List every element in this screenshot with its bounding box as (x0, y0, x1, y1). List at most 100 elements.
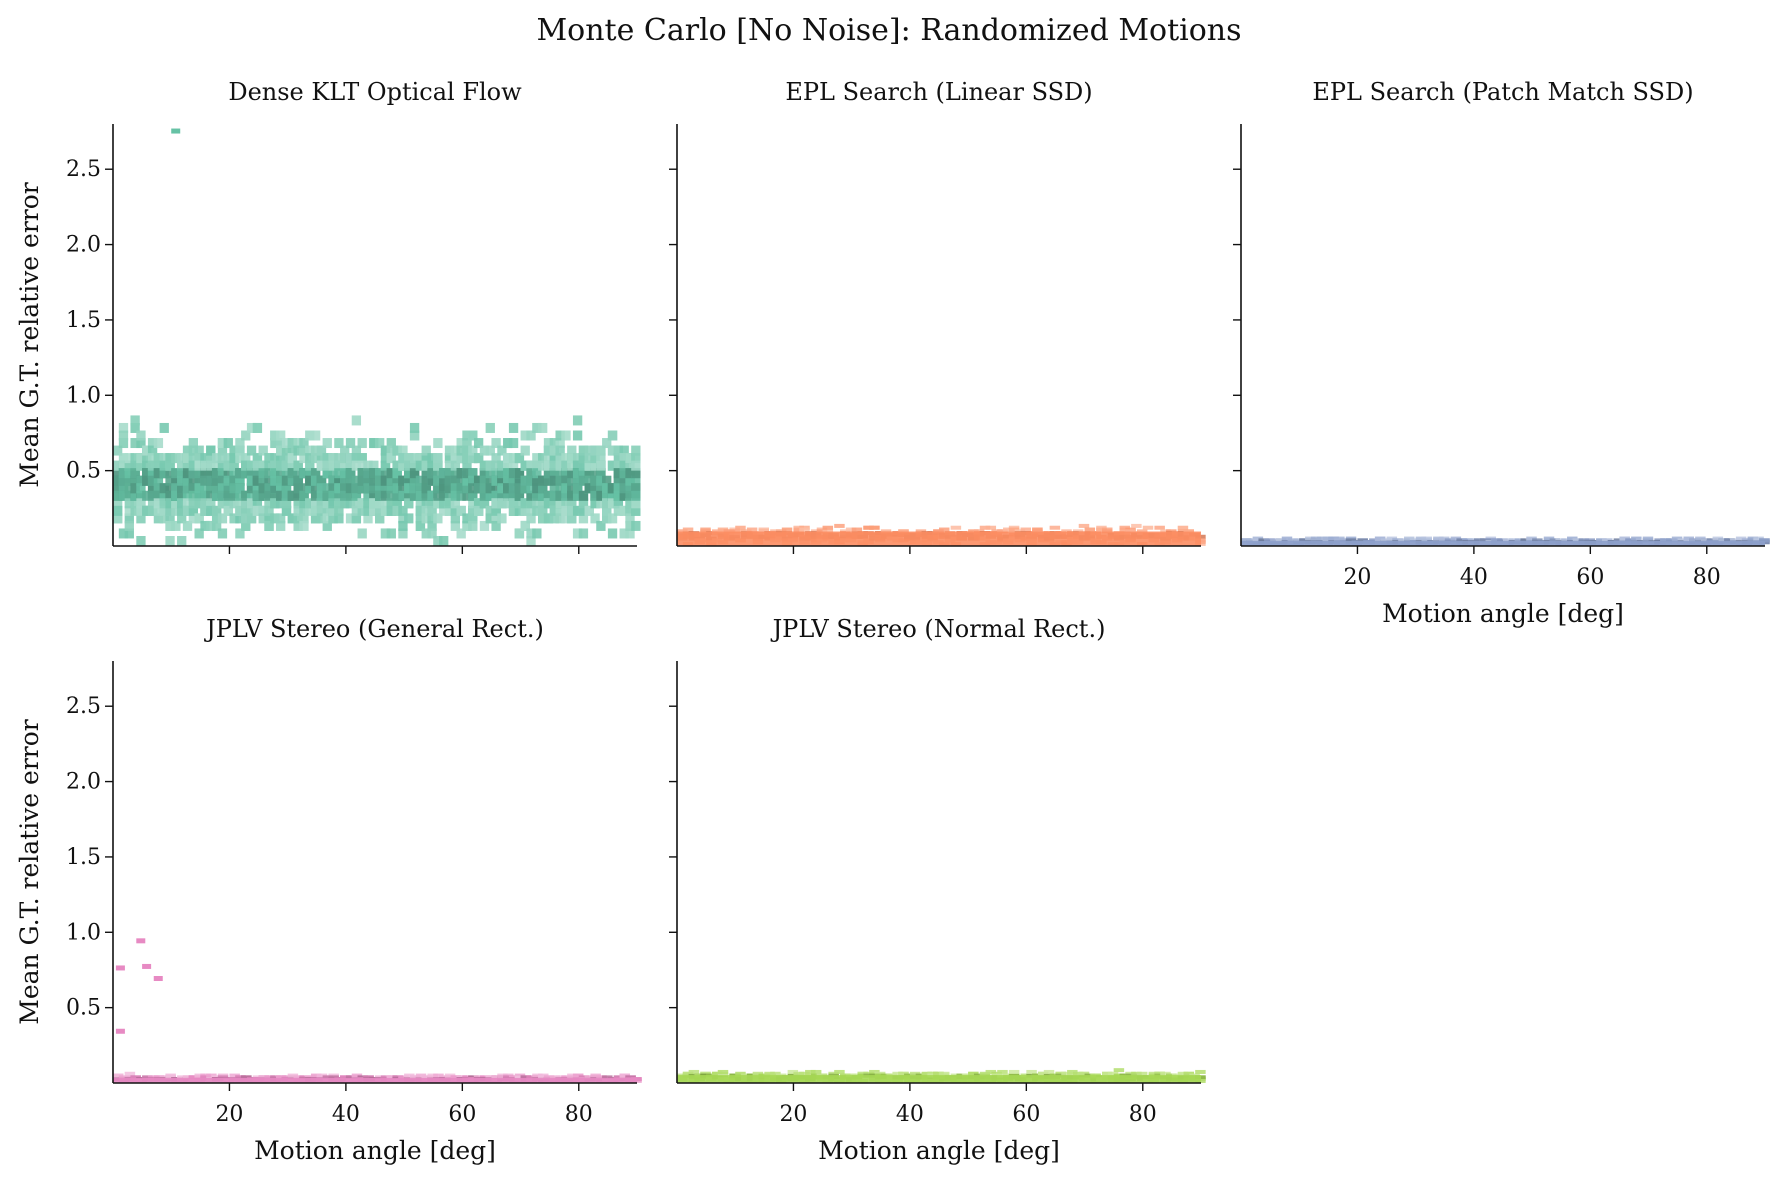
y-tick-label: 2.0 (66, 233, 101, 258)
histogram-cell (270, 453, 280, 464)
histogram-cell (351, 498, 362, 509)
histogram-cell (392, 490, 402, 501)
histogram-cell (543, 468, 554, 479)
histogram-cell (596, 460, 606, 471)
histogram-cell (235, 513, 245, 524)
histogram-cell (619, 468, 629, 479)
histogram-cell (310, 505, 321, 516)
histogram-cell (584, 505, 594, 516)
histogram-cell (124, 528, 134, 539)
histogram-cell (1345, 538, 1357, 543)
histogram-cell (450, 453, 461, 464)
histogram-cell (287, 468, 297, 479)
histogram-cell (450, 505, 461, 516)
histogram-cell (153, 483, 164, 494)
histogram-cell (258, 505, 268, 516)
histogram-cell (602, 505, 612, 516)
histogram-cell (584, 475, 594, 486)
histogram-cell (270, 438, 280, 449)
histogram-cell (357, 483, 367, 494)
histogram-cell (113, 468, 123, 479)
histogram-cell (538, 453, 548, 464)
histogram-cell (252, 475, 263, 486)
histogram-cell (479, 445, 490, 456)
histogram-cell (177, 1075, 188, 1080)
histogram-cell (299, 498, 309, 509)
histogram-cell (939, 527, 950, 532)
histogram-cell (950, 525, 962, 530)
histogram-cell (200, 520, 210, 531)
histogram-cell (328, 483, 338, 494)
histogram-cell (578, 505, 589, 516)
histogram-cell (206, 505, 216, 516)
histogram-cell (625, 498, 635, 509)
histogram-cell (264, 453, 274, 464)
histogram-cell (631, 520, 641, 531)
histogram-cell (171, 520, 181, 531)
histogram-cell (147, 445, 158, 456)
histogram-cell (415, 520, 426, 531)
histogram-cell (834, 523, 845, 528)
histogram-cell (1154, 525, 1165, 530)
histogram-cell (543, 475, 554, 486)
histogram-cell (153, 513, 164, 524)
x-tick-label: 20 (779, 1102, 807, 1127)
y-tick-label: 1.5 (66, 845, 101, 870)
histogram-cell (276, 498, 286, 509)
histogram-cell (328, 513, 338, 524)
histogram-cell (508, 505, 519, 516)
histogram-cell (561, 490, 571, 501)
histogram-cell (206, 445, 216, 456)
histogram-cell (380, 483, 391, 494)
histogram-cell (200, 498, 210, 509)
histogram-cell (567, 460, 577, 471)
histogram-cell (287, 453, 297, 464)
histogram-cell (596, 445, 606, 456)
histogram-cell (159, 468, 169, 479)
histogram-cell (613, 445, 624, 456)
histogram-cell (491, 498, 501, 509)
histogram-cell (124, 1071, 136, 1076)
histogram-cell (398, 483, 408, 494)
histogram-cell (584, 1075, 596, 1080)
histogram-cell (561, 460, 571, 471)
histogram-cell (258, 468, 268, 479)
histogram-cell (1061, 1071, 1072, 1076)
histogram-cell (322, 520, 332, 531)
histogram-cell (252, 468, 263, 479)
histogram-cell (590, 490, 600, 501)
histogram-cell (392, 445, 402, 456)
histogram-cell (625, 505, 635, 516)
histogram-cell (369, 468, 379, 479)
histogram-cell (293, 520, 303, 531)
histogram-cell (479, 498, 490, 509)
histogram-cell (619, 445, 629, 456)
histogram-cell (1032, 527, 1043, 532)
histogram-cell (444, 483, 455, 494)
histogram-cell (1660, 538, 1671, 543)
histogram-cell (299, 490, 309, 501)
histogram-cell (497, 483, 507, 494)
histogram-cell (532, 453, 542, 464)
histogram-cell (427, 520, 437, 531)
histogram-cell (113, 475, 123, 486)
histogram-cell (538, 498, 548, 509)
histogram-cell (316, 453, 327, 464)
histogram-cell (299, 468, 309, 479)
histogram-cell (153, 438, 164, 449)
histogram-cell (462, 453, 472, 464)
histogram-cell (270, 490, 280, 501)
histogram-cell (625, 490, 635, 501)
histogram-cell (380, 475, 391, 486)
histogram-cell (497, 498, 507, 509)
histogram-cell (409, 430, 420, 441)
histogram-cell (188, 438, 199, 449)
histogram-cell (316, 460, 327, 471)
histogram-cell (130, 468, 140, 479)
histogram-cell (159, 513, 169, 524)
histogram-cell (369, 438, 379, 449)
histogram-cell (538, 483, 548, 494)
histogram-cell (357, 468, 367, 479)
histogram-cell (1479, 538, 1491, 543)
histogram-cell (264, 490, 274, 501)
